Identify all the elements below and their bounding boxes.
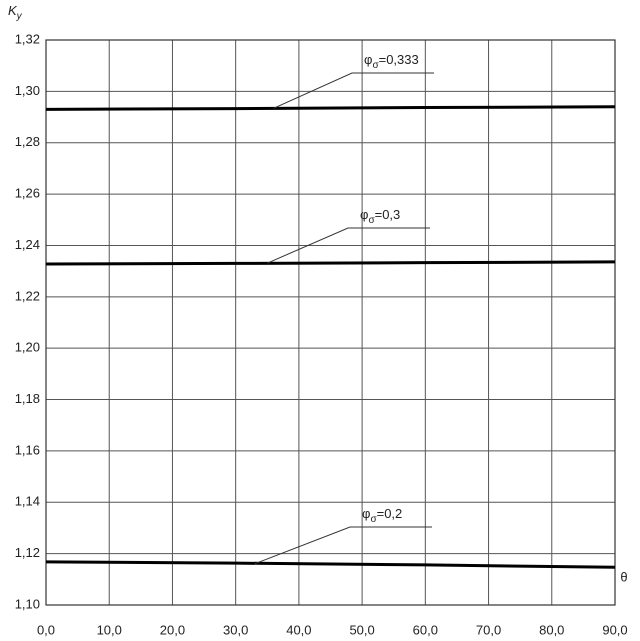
y-tick-label: 1,14: [15, 494, 40, 509]
y-tick-label: 1,28: [15, 134, 40, 149]
y-tick-label: 1,26: [15, 186, 40, 201]
x-tick-label: 40,0: [286, 622, 311, 637]
y-tick-label: 1,30: [15, 83, 40, 98]
data-line: [45, 260, 616, 266]
x-tick-label: 70,0: [476, 622, 501, 637]
x-tick-label: 60,0: [413, 622, 438, 637]
leader-line: [254, 526, 432, 565]
y-tick-label: 1,18: [15, 391, 40, 406]
x-tick-label: 80,0: [539, 622, 564, 637]
x-axis-label: θ: [620, 569, 627, 584]
x-tick-label: 20,0: [160, 622, 185, 637]
x-tick-label: 0,0: [37, 622, 55, 637]
leader-line: [273, 72, 434, 109]
x-tick-label: 10,0: [97, 622, 122, 637]
x-tick-label: 30,0: [223, 622, 248, 637]
y-tick-label: 1,16: [15, 442, 40, 457]
x-tick-label: 50,0: [349, 622, 374, 637]
y-tick-label: 1,20: [15, 340, 40, 355]
y-tick-label: 1,32: [15, 31, 40, 46]
y-axis-label: Ky: [8, 3, 23, 21]
y-tick-label: 1,12: [15, 545, 40, 560]
series-label: φσ=0,2: [362, 506, 402, 524]
y-tick-label: 1,22: [15, 288, 40, 303]
series-label: φσ=0,3: [360, 207, 400, 225]
data-line: [45, 105, 616, 111]
data-line: [45, 560, 616, 569]
plot-frame: [45, 39, 616, 606]
leader-line: [267, 227, 430, 264]
y-tick-label: 1,24: [15, 237, 40, 252]
series-label: φσ=0,333: [364, 52, 419, 70]
y-tick-label: 1,10: [15, 596, 40, 611]
x-tick-label: 90,0: [602, 622, 627, 637]
